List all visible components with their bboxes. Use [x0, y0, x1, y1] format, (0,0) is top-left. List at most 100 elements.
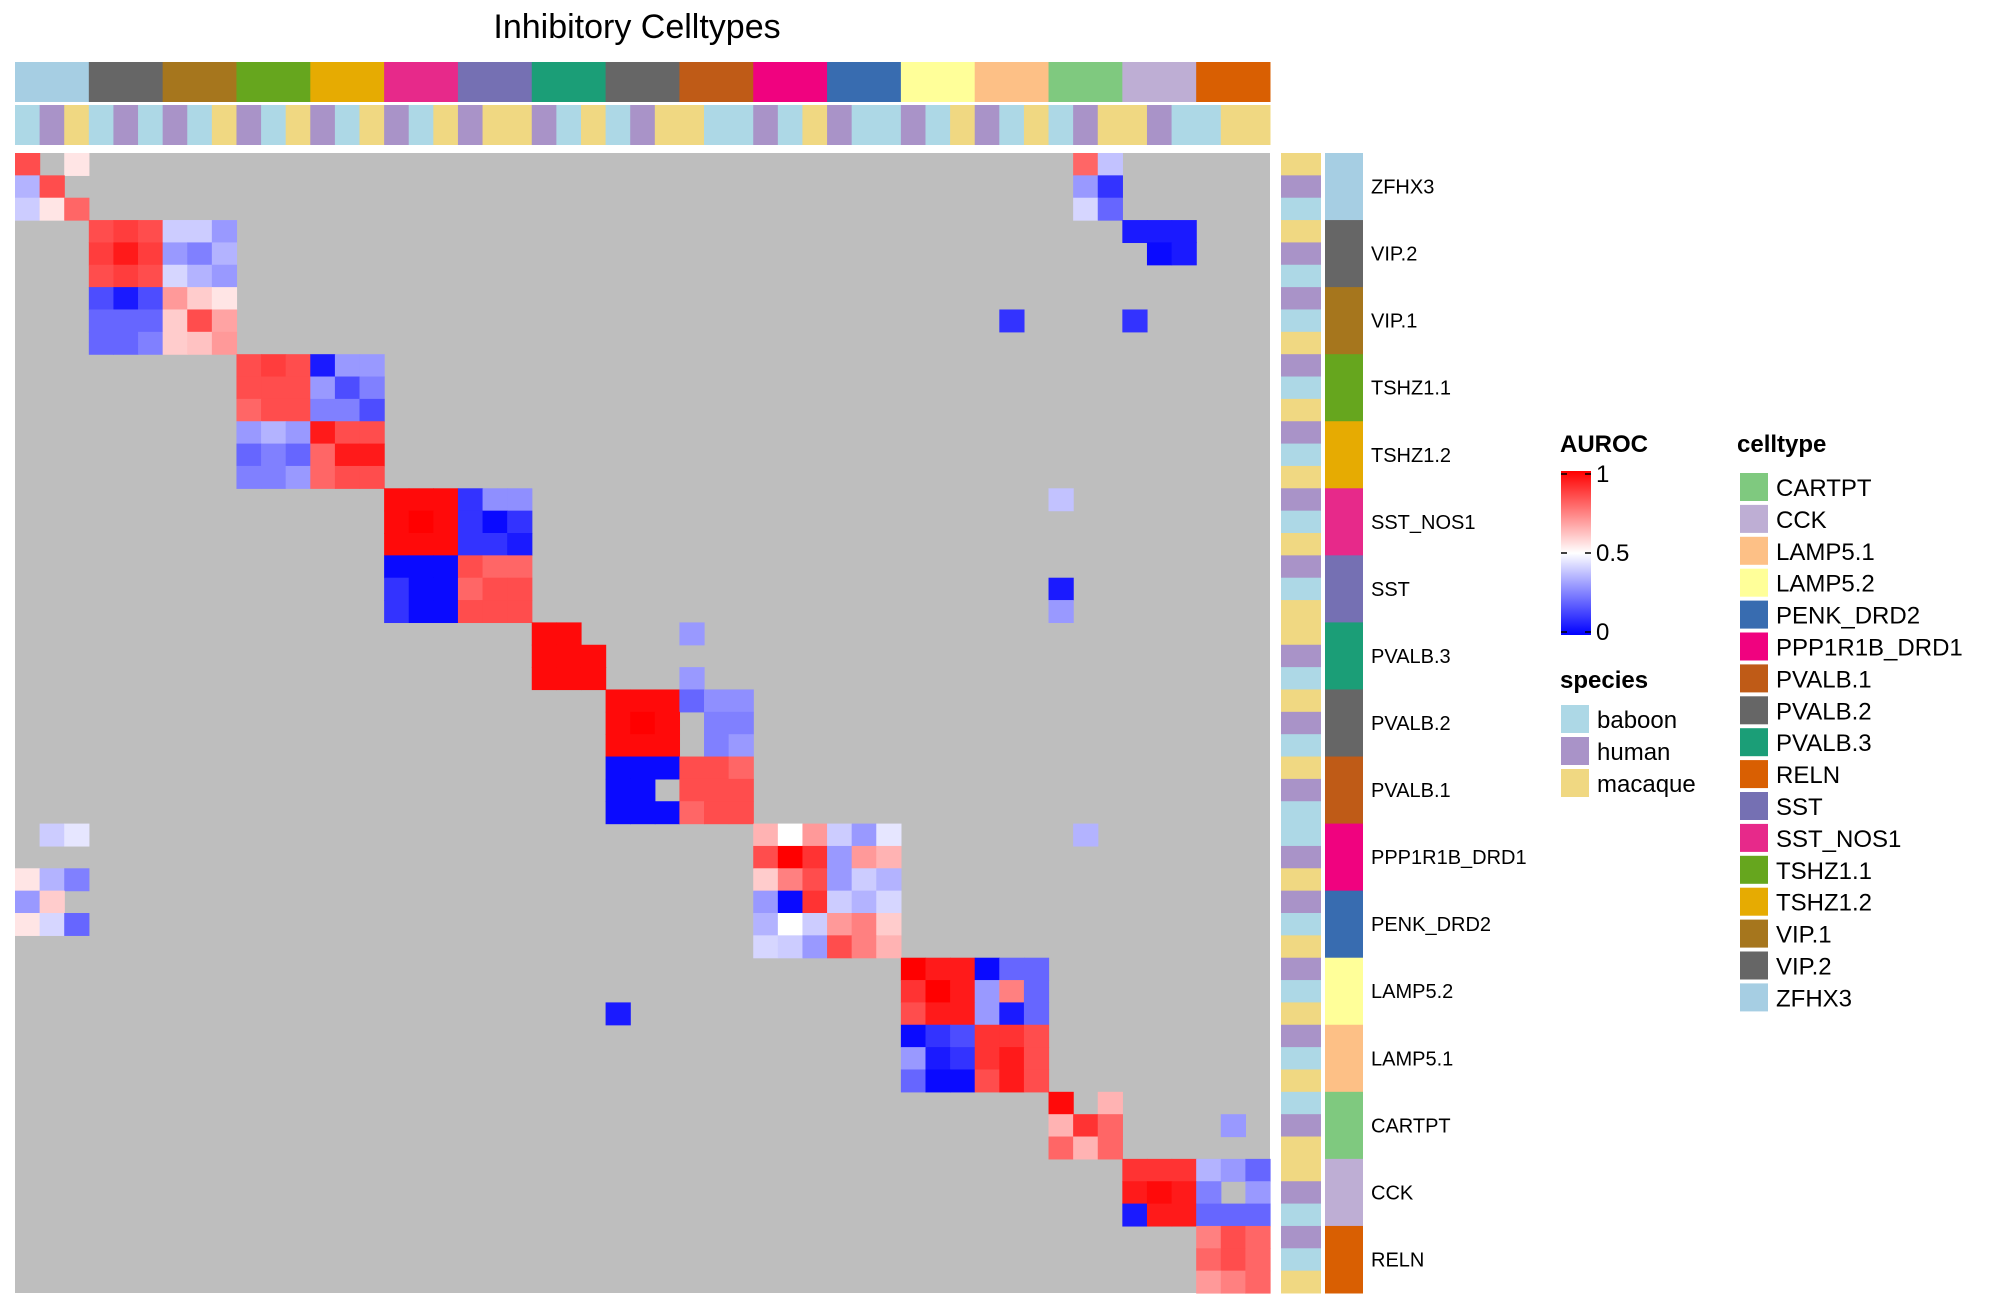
heatmap-cell — [113, 264, 139, 288]
celltype-legend-swatch — [1740, 792, 1768, 820]
heatmap-cell — [1220, 1158, 1246, 1182]
heatmap-cell — [827, 823, 853, 847]
heatmap-cell — [1220, 1114, 1246, 1138]
heatmap-cell — [654, 801, 681, 825]
column-species-cell — [457, 105, 484, 145]
heatmap-cell — [187, 242, 213, 266]
heatmap-cell — [261, 465, 287, 489]
celltype-legend-swatch — [1740, 536, 1768, 565]
column-celltype-bar — [15, 62, 90, 102]
row-label: PVALB.3 — [1371, 646, 1451, 668]
heatmap-cell — [507, 577, 533, 601]
heatmap-cell — [580, 644, 607, 668]
heatmap-cell — [999, 980, 1025, 1004]
heatmap-cell — [162, 264, 188, 288]
heatmap-cell — [679, 756, 705, 780]
heatmap-cell — [187, 220, 213, 244]
heatmap-cell — [1146, 1158, 1173, 1182]
column-celltype-bar — [531, 62, 607, 102]
column-species-cell — [15, 105, 41, 145]
heatmap-cell — [187, 331, 213, 355]
heatmap-cell — [236, 421, 262, 445]
heatmap-cell — [925, 1002, 951, 1026]
heatmap-cell — [876, 845, 902, 869]
celltype-legend-label: SST — [1776, 794, 1823, 821]
row-species-cell — [1281, 1002, 1321, 1026]
heatmap-cell — [334, 376, 361, 400]
heatmap-cell — [359, 421, 385, 445]
species-swatch-macaque — [1561, 769, 1589, 797]
heatmap-cell — [1196, 1225, 1222, 1249]
heatmap-cell — [162, 242, 188, 266]
column-species-cell — [138, 105, 164, 145]
heatmap-cell — [113, 242, 139, 266]
heatmap-cell — [900, 1024, 927, 1048]
heatmap-cell — [630, 756, 656, 780]
heatmap-cell — [605, 756, 631, 780]
heatmap-cell — [827, 935, 853, 959]
species-legend-title: species — [1560, 667, 1648, 694]
heatmap-cell — [433, 510, 459, 534]
heatmap-cell — [236, 354, 262, 378]
heatmap-cell — [630, 778, 656, 802]
species-legend: species baboon human macaque — [1560, 667, 1696, 798]
column-species-cell — [482, 105, 508, 145]
heatmap-cell — [15, 197, 41, 221]
heatmap-cell — [605, 711, 631, 735]
heatmap-cell — [408, 510, 434, 534]
heatmap-cell — [310, 354, 336, 378]
heatmap-cell — [1048, 488, 1074, 512]
heatmap-cell — [88, 264, 115, 288]
heatmap-cell — [39, 823, 65, 847]
heatmap-cell — [15, 175, 41, 199]
heatmap-cell — [1220, 1270, 1246, 1294]
column-species-cell — [113, 105, 139, 145]
row-celltype-bar — [1325, 1024, 1363, 1093]
column-species-cell — [630, 105, 656, 145]
heatmap-cell — [1146, 220, 1173, 244]
column-celltype-bar — [310, 62, 385, 102]
celltype-legend-swatch — [1740, 919, 1768, 948]
heatmap-cell — [88, 331, 115, 355]
heatmap-cell — [39, 868, 65, 892]
heatmap-cell — [236, 443, 262, 467]
heatmap-cell — [15, 153, 41, 176]
column-species-cell — [310, 105, 336, 145]
celltype-legend-label: TSHZ1.1 — [1776, 858, 1872, 885]
row-celltype-bar — [1325, 957, 1363, 1026]
heatmap-cell — [900, 1002, 927, 1026]
row-label: PVALB.2 — [1371, 713, 1451, 735]
heatmap-cell — [1097, 1114, 1123, 1138]
row-label: TSHZ1.1 — [1371, 378, 1451, 400]
heatmap-cell — [1146, 1181, 1173, 1205]
celltype-legend-label: PVALB.3 — [1776, 730, 1872, 757]
heatmap-cell — [408, 600, 434, 624]
heatmap-cell — [1171, 242, 1197, 266]
heatmap-cell — [15, 913, 41, 936]
row-label: TSHZ1.2 — [1371, 445, 1451, 467]
heatmap-cell — [753, 845, 779, 869]
celltype-legend-label: LAMP5.1 — [1776, 539, 1875, 566]
heatmap-cell — [384, 555, 410, 579]
row-celltype-bar — [1325, 756, 1363, 825]
column-species-cell — [1196, 105, 1222, 145]
column-species-cell — [261, 105, 287, 145]
column-species-cell — [384, 105, 410, 145]
heatmap-cell — [15, 868, 41, 892]
heatmap-cell — [531, 622, 557, 646]
column-celltype-bar — [88, 62, 164, 102]
heatmap-cell — [876, 913, 902, 936]
heatmap-body — [15, 153, 1271, 1294]
heatmap-cell — [457, 533, 484, 556]
heatmap-cell — [1245, 1225, 1271, 1249]
row-species-cell — [1281, 756, 1321, 780]
heatmap-cell — [704, 778, 730, 802]
heatmap-cell — [556, 667, 582, 691]
row-celltype-bar — [1325, 488, 1363, 556]
heatmap-cell — [64, 823, 90, 847]
heatmap-cell — [211, 309, 238, 333]
heatmap-cell — [359, 354, 385, 378]
column-species-cell — [1122, 105, 1148, 145]
row-species-cell — [1281, 555, 1321, 579]
heatmap-cell — [900, 957, 927, 981]
